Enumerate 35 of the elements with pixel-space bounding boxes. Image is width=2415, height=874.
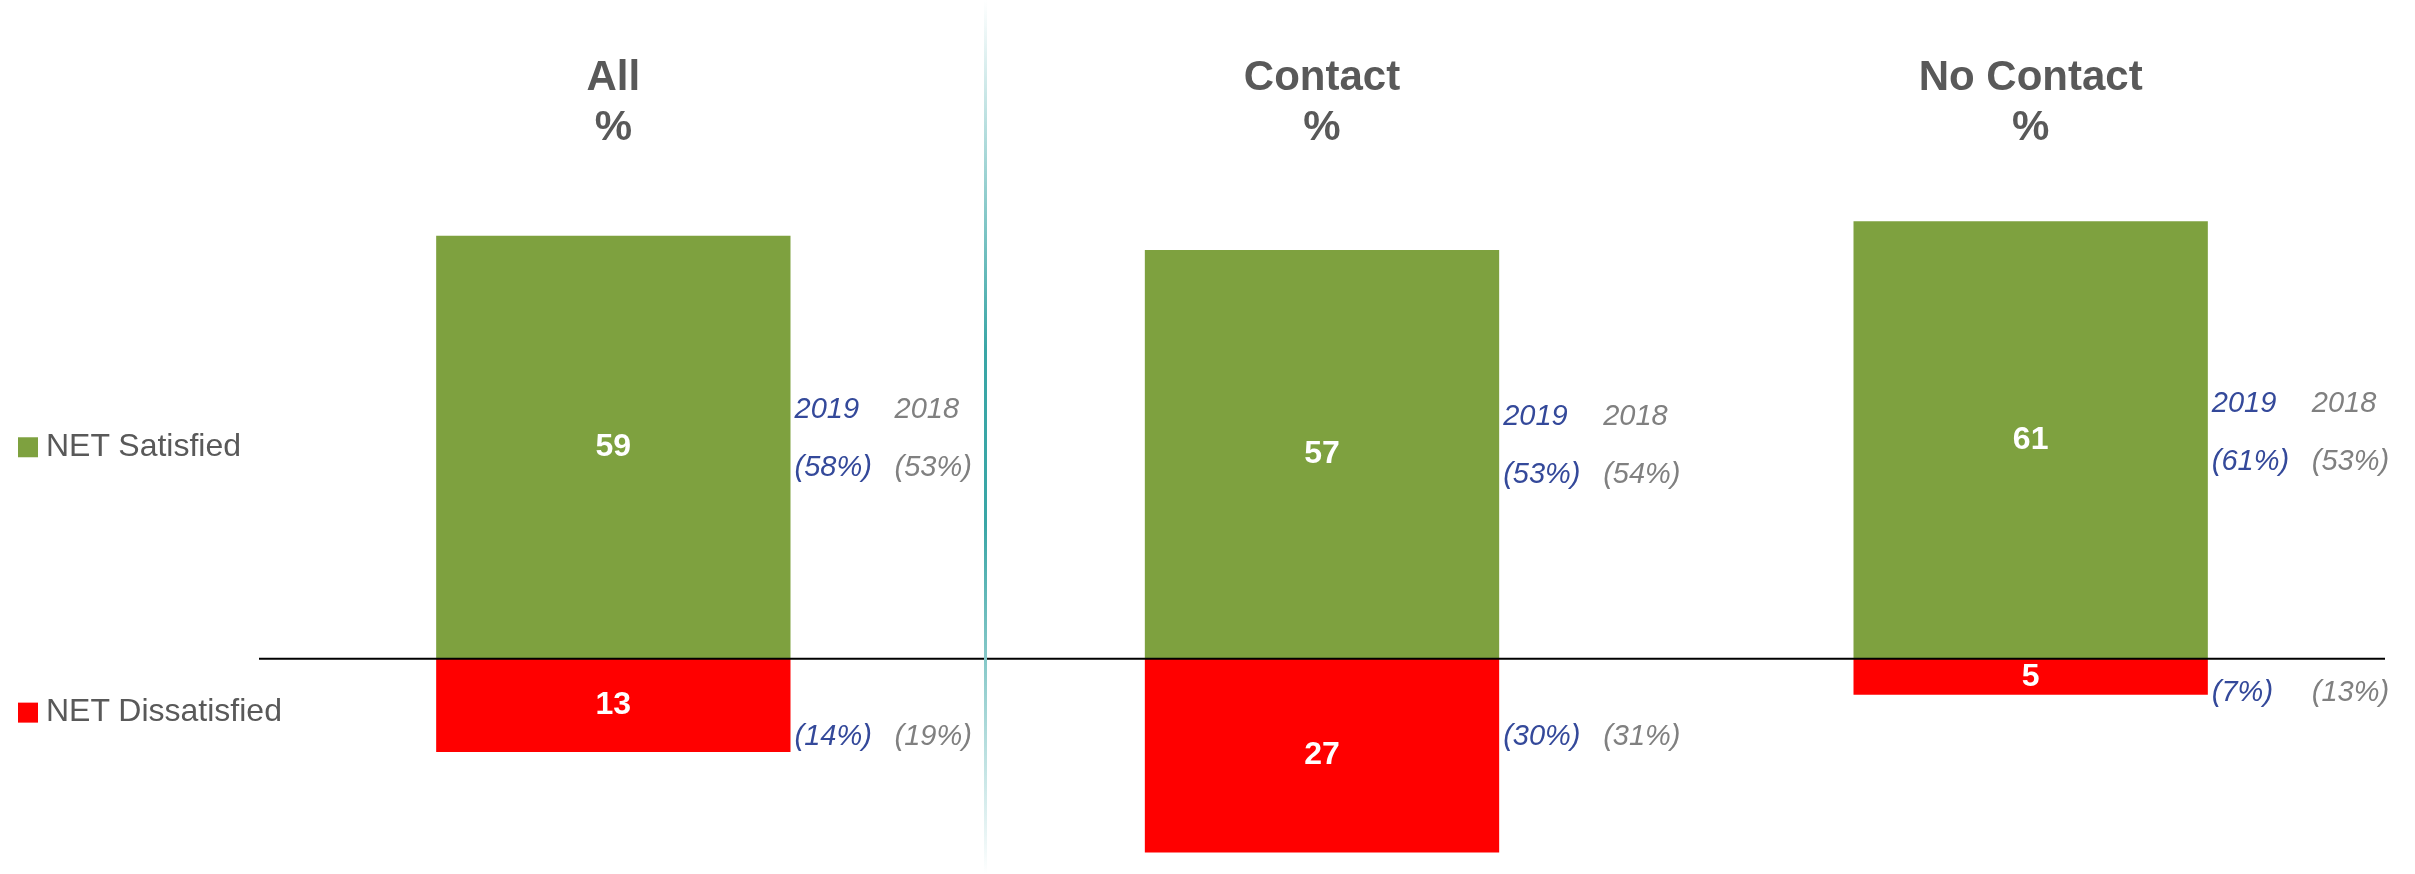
bar: [1853, 658, 2208, 695]
data-label: 59: [595, 427, 632, 464]
bar: [436, 658, 791, 753]
annotation: 2019: [793, 392, 860, 425]
annotation: (13%): [2311, 674, 2390, 707]
annotation: (53%): [1503, 456, 1581, 489]
annotation: 2018: [2310, 386, 2377, 419]
annotation: (14%): [794, 718, 872, 751]
legend-label: NET Dissatisfied: [46, 692, 282, 729]
annotation: 27: [1304, 735, 1340, 772]
annotation: (54%): [1603, 456, 1681, 489]
annotation: (30%): [1503, 718, 1581, 751]
annotation: 2019: [1502, 398, 1568, 431]
annotation: 2018: [893, 392, 960, 425]
data-label: 57: [1304, 434, 1340, 471]
bar: [1144, 250, 1500, 659]
annotation: 2019: [2210, 386, 2277, 419]
bar: [436, 235, 791, 659]
annotation: (53%): [894, 450, 972, 483]
bar: [1144, 658, 1500, 853]
x-tick-label: Contact %: [1243, 51, 1401, 150]
legend-label: NET Satisfied: [46, 427, 242, 464]
annotation: 13: [595, 685, 632, 722]
annotation: (31%): [1603, 718, 1681, 751]
bar: [1853, 221, 2208, 659]
annotation: 2018: [1602, 398, 1668, 431]
annotation: (19%): [894, 718, 972, 751]
annotation: 5: [2021, 656, 2040, 693]
x-tick-label: No Contact %: [1918, 51, 2143, 150]
annotation: (7%): [2211, 674, 2274, 707]
data-label: 61: [2012, 419, 2049, 456]
annotation: (61%): [2211, 444, 2290, 477]
x-tick-label: All %: [586, 51, 641, 150]
annotation: (53%): [2311, 444, 2390, 477]
annotation: (58%): [794, 450, 872, 483]
